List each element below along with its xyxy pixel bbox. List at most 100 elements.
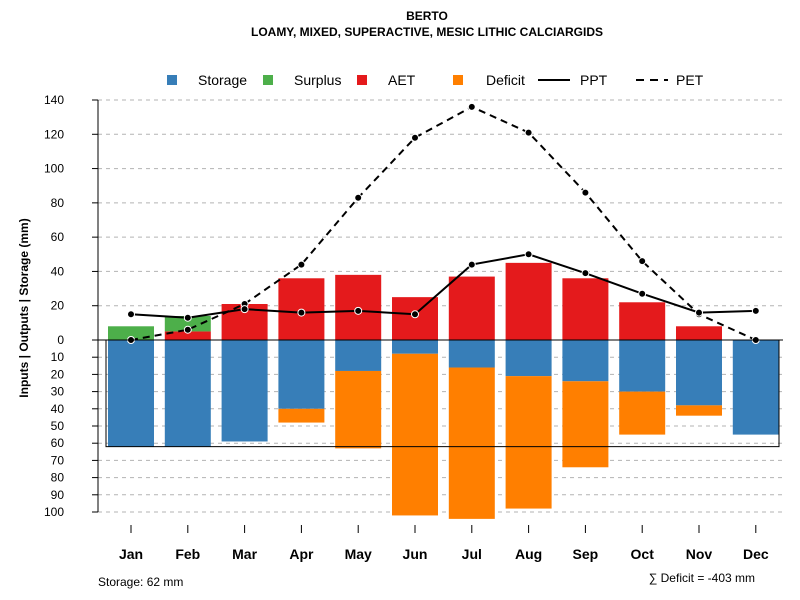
- lower-y-tick-label: 30: [51, 385, 65, 399]
- deficit-footer: ∑ Deficit = -403 mm: [649, 571, 755, 585]
- pet-point: [638, 257, 647, 266]
- line-marks: [127, 102, 760, 344]
- aet-bar: [676, 326, 722, 340]
- aet-bar: [562, 278, 609, 340]
- upper-y-tick-label: 20: [51, 299, 65, 313]
- bar-marks: [108, 262, 779, 519]
- pet-point: [524, 128, 533, 137]
- ppt-point: [467, 260, 476, 269]
- pet-point: [411, 133, 419, 142]
- storage-bar: [221, 340, 268, 442]
- ppt-point: [524, 250, 533, 259]
- deficit-bar: [335, 370, 382, 449]
- storage-bar: [619, 340, 666, 392]
- x-tick-label: Nov: [686, 546, 713, 562]
- deficit-bar: [278, 408, 325, 423]
- deficit-bar: [619, 391, 666, 435]
- upper-y-tick-label: 120: [44, 127, 64, 141]
- legend-aet-swatch: [357, 75, 367, 85]
- storage-bar: [164, 340, 211, 447]
- legend-storage-label: Storage: [198, 72, 247, 88]
- x-tick-label: Jul: [462, 546, 482, 562]
- storage-bar: [732, 340, 779, 435]
- x-tick-label: Apr: [289, 546, 314, 562]
- surplus-bar: [108, 326, 154, 340]
- aet-bar: [448, 276, 495, 340]
- ppt-point: [581, 269, 590, 278]
- storage-bar: [448, 340, 495, 368]
- x-tick-label: Oct: [631, 546, 655, 562]
- legend-surplus-swatch: [263, 75, 273, 85]
- storage-footer: Storage: 62 mm: [98, 575, 183, 589]
- upper-y-tick-label: 0: [57, 333, 64, 347]
- x-tick-label: Jun: [403, 546, 428, 562]
- ppt-point: [751, 306, 760, 315]
- ppt-point: [127, 310, 135, 319]
- ppt-point: [240, 305, 249, 314]
- upper-y-tick-label: 60: [51, 230, 65, 244]
- x-tick-label: Dec: [743, 546, 769, 562]
- x-tick-label: Feb: [175, 546, 200, 562]
- aet-bar: [164, 331, 211, 340]
- y-axis-label: Inputs | Outputs | Storage (mm): [17, 218, 31, 397]
- storage-bar: [392, 340, 438, 354]
- legend-deficit-label: Deficit: [486, 72, 525, 88]
- pet-point: [354, 193, 363, 202]
- ppt-line: [130, 253, 756, 319]
- storage-bar: [562, 340, 609, 382]
- legend-surplus-label: Surplus: [294, 72, 341, 88]
- ppt-point: [695, 308, 703, 317]
- storage-bar: [676, 340, 722, 406]
- legend-deficit-swatch: [453, 75, 463, 85]
- x-tick-label: Mar: [232, 546, 257, 562]
- x-tick-label: Sep: [573, 546, 599, 562]
- legend-aet-label: AET: [388, 72, 416, 88]
- pet-line: [130, 105, 757, 341]
- pet-point: [581, 188, 590, 197]
- ppt-point: [411, 310, 419, 319]
- pet-point: [467, 102, 476, 111]
- lower-y-tick-label: 90: [51, 488, 65, 502]
- deficit-bar: [562, 381, 609, 468]
- aet-bar: [392, 297, 438, 340]
- lower-y-tick-label: 20: [51, 367, 65, 381]
- lower-y-tick-label: 50: [51, 419, 65, 433]
- deficit-bar: [448, 367, 495, 519]
- chart-axes: 0 20 40 60 80 100 120 140 10 20 30 40 50 60 70 80 90 100 J…: [44, 93, 783, 562]
- aet-bar: [619, 302, 666, 340]
- surplus-bar: [164, 316, 211, 332]
- lower-y-tick-label: 70: [51, 453, 65, 467]
- x-tick-label: May: [345, 546, 372, 562]
- lower-y-tick-label: 40: [51, 402, 65, 416]
- ppt-point: [297, 308, 306, 317]
- storage-bar: [505, 340, 552, 377]
- lower-y-tick-label: 80: [51, 471, 65, 485]
- lower-gridlines: [98, 356, 783, 513]
- lower-y-tick-label: 10: [51, 350, 65, 364]
- deficit-bar: [676, 405, 722, 416]
- pet-point: [297, 260, 306, 269]
- ppt-point: [354, 306, 363, 315]
- ppt-point: [183, 313, 192, 322]
- chart-subtitle: LOAMY, MIXED, SUPERACTIVE, MESIC LITHIC …: [251, 25, 603, 39]
- upper-y-tick-label: 140: [44, 93, 64, 107]
- aet-bar: [505, 262, 552, 340]
- upper-gridlines: [98, 99, 783, 307]
- upper-y-tick-label: 80: [51, 196, 65, 210]
- ppt-point: [638, 289, 647, 298]
- x-tick-label: Aug: [515, 546, 542, 562]
- legend-pet-label: PET: [676, 72, 704, 88]
- storage-bar: [335, 340, 382, 371]
- deficit-bar: [392, 353, 438, 516]
- legend-storage-swatch: [167, 75, 177, 85]
- storage-bar: [278, 340, 325, 409]
- legend-ppt-label: PPT: [580, 72, 608, 88]
- storage-bar: [108, 340, 154, 447]
- upper-y-tick-label: 100: [44, 162, 64, 176]
- upper-y-tick-label: 40: [51, 264, 65, 278]
- deficit-bar: [505, 376, 552, 509]
- x-tick-label: Jan: [119, 546, 143, 562]
- pet-point: [183, 325, 192, 334]
- chart-legend: Storage Surplus AET Deficit PPT PET: [167, 72, 704, 88]
